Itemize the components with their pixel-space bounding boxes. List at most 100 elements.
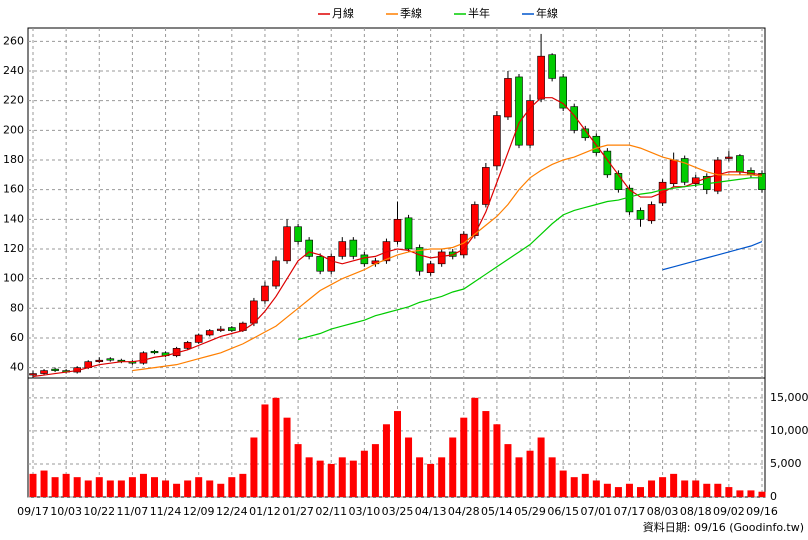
candle-body — [504, 78, 512, 118]
volume-bar — [592, 480, 600, 497]
legend-label: 半年 — [468, 6, 490, 20]
candle-body — [228, 327, 236, 331]
x-tick-label: 12/09 — [183, 505, 215, 518]
candle-body — [669, 159, 678, 185]
volume-bar — [195, 477, 203, 497]
volume-bar — [151, 477, 158, 497]
x-tick-label: 09/16 — [746, 505, 778, 518]
volume-bar — [625, 483, 633, 497]
volume-bar — [670, 473, 678, 497]
y-tick-label: 80 — [10, 301, 24, 314]
candle-body — [680, 158, 689, 183]
legend-label: 月線 — [332, 6, 354, 20]
candle-body — [603, 150, 612, 176]
ma-line — [662, 241, 763, 271]
volume-bar — [405, 437, 413, 497]
candle-body — [559, 76, 567, 109]
volume-bar — [416, 457, 424, 497]
y-tick-label: 180 — [3, 153, 24, 166]
y-tick-label: 200 — [3, 123, 24, 136]
volume-bar — [184, 480, 192, 497]
x-tick-label: 05/14 — [481, 505, 513, 518]
volume-bar — [637, 487, 644, 497]
y-tick-label: 220 — [3, 94, 24, 107]
x-tick-label: 10/03 — [50, 505, 82, 518]
x-tick-label: 01/12 — [249, 505, 281, 518]
volume-bar — [438, 457, 446, 497]
volume-bar — [272, 397, 280, 497]
y-tick-label: 260 — [3, 34, 24, 47]
candle-body — [150, 351, 159, 354]
volume-bar — [51, 477, 59, 497]
candle-body — [570, 106, 579, 131]
candle-body — [216, 328, 225, 331]
x-tick-label: 09/17 — [17, 505, 49, 518]
volume-bar — [648, 480, 656, 497]
ma-line — [32, 97, 763, 378]
candle-body — [493, 115, 501, 167]
volume-bar — [504, 444, 512, 497]
volume-bar — [394, 411, 401, 497]
candle-body — [526, 100, 534, 146]
y-tick-label: 240 — [3, 64, 24, 77]
candle-body — [327, 256, 336, 272]
x-tick-label: 03/10 — [349, 505, 381, 518]
y2-tick-label: 5,000 — [770, 457, 802, 470]
volume-bar — [493, 424, 501, 497]
volume-bar — [117, 480, 125, 497]
volume-bar — [128, 477, 136, 497]
x-tick-label: 11/07 — [117, 505, 149, 518]
volume-bar — [316, 460, 324, 497]
x-tick-label: 05/29 — [514, 505, 546, 518]
volume-bar — [250, 437, 258, 497]
candle-body — [736, 155, 744, 173]
volume-bar — [570, 477, 578, 497]
volume-bar — [537, 437, 545, 497]
volume-bar — [305, 457, 313, 497]
candle-body — [448, 251, 457, 257]
x-tick-label: 12/24 — [216, 505, 248, 518]
volume-bar — [714, 483, 722, 497]
candle-body — [393, 219, 402, 242]
candle-body — [261, 285, 269, 302]
candle-body — [548, 54, 556, 79]
candle-body — [51, 368, 59, 371]
x-tick-label: 08/03 — [647, 505, 679, 518]
candle-body — [636, 210, 645, 220]
legend-label: 年線 — [536, 6, 558, 20]
x-tick-label: 04/13 — [415, 505, 447, 518]
candle-body — [647, 204, 656, 222]
candle-body — [581, 128, 590, 139]
y-tick-label: 140 — [3, 212, 24, 225]
volume-bar — [95, 477, 103, 497]
candle-body — [40, 370, 48, 374]
volume-bar — [603, 483, 611, 497]
volume-bar — [548, 457, 556, 497]
volume-bar — [239, 473, 247, 497]
volume-bar — [29, 473, 37, 497]
volume-bar — [73, 477, 81, 497]
volume-bar — [559, 470, 567, 497]
x-tick-label: 01/27 — [282, 505, 314, 518]
ma-line — [132, 144, 763, 372]
candle-body — [95, 359, 104, 362]
volume-bar — [703, 483, 711, 497]
candle-body — [725, 156, 733, 159]
footer: 資料日期: 09/16 (Goodinfo.tw) — [643, 520, 804, 534]
y2-tick-label: 0 — [770, 490, 777, 503]
volume-bar — [294, 444, 302, 497]
volume-bar — [327, 463, 335, 497]
candle-body — [471, 204, 479, 236]
volume-bar — [581, 473, 589, 497]
candle-body — [283, 226, 291, 262]
volume-bar — [371, 444, 379, 497]
volume-bar — [228, 477, 236, 497]
candle-body — [205, 330, 214, 336]
volume-bar — [62, 473, 70, 497]
volume-bar — [482, 411, 490, 497]
candle-body — [415, 247, 424, 272]
x-tick-label: 10/22 — [83, 505, 115, 518]
candle-body — [139, 352, 148, 364]
y-tick-label: 120 — [3, 242, 24, 255]
